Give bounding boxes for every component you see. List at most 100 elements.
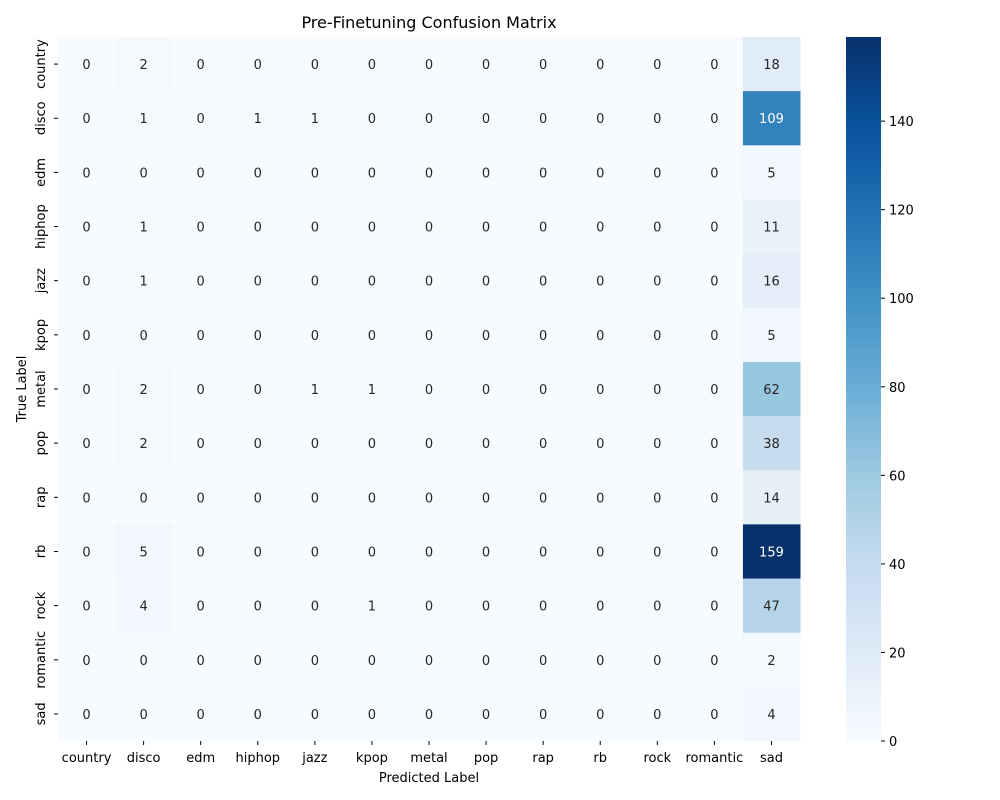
cell-value-label: 0	[197, 221, 205, 236]
cell-value-label: 0	[368, 545, 376, 560]
cell-value-label: 0	[311, 708, 319, 723]
cell-value-label: 0	[368, 166, 376, 181]
heatmap-cell-rb-metal	[400, 524, 459, 580]
heatmap-cell-country-jazz	[286, 37, 344, 92]
cell-value-label: 0	[311, 275, 319, 290]
cell-value-label: 1	[311, 112, 319, 127]
cell-value-label: 109	[759, 112, 784, 127]
heatmap-cell-jazz-hiphop	[229, 253, 287, 309]
heatmap-cell-romantic-sad	[742, 632, 801, 688]
heatmap-cell-sad-sad	[742, 686, 801, 742]
cell-value-label: 0	[482, 58, 490, 73]
cell-value-label: 0	[197, 383, 205, 398]
cell-value-label: 0	[596, 329, 604, 344]
heatmap-cell-pop-kpop	[343, 416, 401, 471]
cell-value-label: 0	[368, 654, 376, 669]
heatmap-cell-kpop-jazz	[286, 307, 344, 363]
heatmap-cell-rap-edm	[172, 470, 230, 525]
heatmap-cell-pop-rb	[571, 416, 630, 471]
cell-value-label: 0	[482, 221, 490, 236]
heatmap-cell-metal-romantic	[685, 361, 744, 417]
heatmap-cell-rb-country	[58, 524, 116, 580]
y-tick-label: pop	[34, 431, 49, 455]
cell-value-label: 0	[482, 275, 490, 290]
cell-value-label: 0	[482, 491, 490, 506]
heatmap-cell-metal-metal	[400, 361, 459, 417]
heatmap-cell-disco-pop	[457, 91, 516, 146]
heatmap-cell-edm-rock	[628, 145, 687, 200]
heatmap-cell-rap-hiphop	[229, 470, 287, 525]
cell-value-label: 0	[254, 437, 262, 452]
cell-value-label: 0	[197, 329, 205, 344]
cell-value-label: 1	[368, 600, 376, 615]
y-tick-label: hiphop	[34, 204, 49, 249]
heatmap-cell-rap-country	[58, 470, 116, 525]
heatmap-cell-hiphop-rock	[628, 199, 687, 255]
y-tick-label: metal	[34, 370, 49, 407]
x-tick-label: rb	[593, 751, 607, 766]
cell-value-label: 0	[311, 58, 319, 73]
heatmap-cell-metal-rap	[514, 361, 573, 417]
heatmap-cell-jazz-edm	[172, 253, 230, 309]
heatmap-cell-kpop-disco	[115, 307, 173, 363]
cell-value-label: 0	[710, 58, 718, 73]
heatmap-cell-disco-jazz	[286, 91, 344, 146]
cell-value-label: 0	[254, 600, 262, 615]
cell-value-label: 0	[482, 329, 490, 344]
heatmap-cell-rb-jazz	[286, 524, 344, 580]
cell-value-label: 0	[425, 329, 433, 344]
heatmap-cell-edm-romantic	[685, 145, 744, 200]
heatmap-cell-hiphop-sad	[742, 199, 801, 255]
cell-value-label: 0	[596, 58, 604, 73]
cell-value-label: 0	[82, 708, 90, 723]
cell-value-label: 0	[197, 166, 205, 181]
heatmap-cell-country-rock	[628, 37, 687, 92]
colorbar: 0 20 40 60 80 100 120 140	[846, 37, 914, 750]
heatmap-cell-rock-rock	[628, 578, 687, 634]
heatmap-cell-country-pop	[457, 37, 516, 92]
heatmap-cell-hiphop-metal	[400, 199, 459, 255]
cell-value-label: 0	[710, 654, 718, 669]
heatmap-cell-rap-rock	[628, 470, 687, 525]
y-tick-label: country	[34, 39, 49, 89]
cell-value-label: 38	[763, 437, 780, 452]
cell-value-label: 0	[482, 545, 490, 560]
cell-value-label: 0	[425, 545, 433, 560]
heatmap-cell-metal-hiphop	[229, 361, 287, 417]
cell-value-label: 0	[254, 221, 262, 236]
cell-value-label: 0	[139, 491, 147, 506]
cell-value-label: 0	[254, 166, 262, 181]
cell-value-label: 0	[539, 112, 547, 127]
cell-value-label: 0	[653, 654, 661, 669]
cell-value-label: 0	[653, 708, 661, 723]
heatmap-cell-romantic-metal	[400, 632, 459, 688]
cell-value-label: 0	[82, 437, 90, 452]
cell-value-label: 0	[311, 654, 319, 669]
cell-value-label: 11	[763, 221, 780, 236]
cell-value-label: 0	[653, 329, 661, 344]
heatmap-cell-sad-jazz	[286, 686, 344, 742]
cell-value-label: 0	[82, 166, 90, 181]
heatmap-cell-edm-rap	[514, 145, 573, 200]
cell-value-label: 0	[311, 329, 319, 344]
heatmap-cell-metal-kpop	[343, 361, 401, 417]
cell-value-label: 0	[425, 708, 433, 723]
cell-value-label: 0	[425, 275, 433, 290]
heatmap-cell-rock-hiphop	[229, 578, 287, 634]
cell-value-label: 0	[710, 437, 718, 452]
x-tick-label: jazz	[301, 751, 327, 766]
heatmap-cell-sad-country	[58, 686, 116, 742]
heatmap-cell-kpop-hiphop	[229, 307, 287, 363]
cell-value-label: 0	[539, 491, 547, 506]
heatmap-cell-sad-kpop	[343, 686, 401, 742]
cell-value-label: 0	[653, 166, 661, 181]
cell-value-label: 0	[254, 654, 262, 669]
cell-value-label: 0	[139, 708, 147, 723]
cell-value-label: 0	[82, 58, 90, 73]
cell-value-label: 0	[82, 654, 90, 669]
heatmap-cell-pop-edm	[172, 416, 230, 471]
cell-value-label: 0	[596, 654, 604, 669]
cell-value-label: 0	[596, 437, 604, 452]
cell-value-label: 0	[596, 491, 604, 506]
heatmap-cell-rap-pop	[457, 470, 516, 525]
